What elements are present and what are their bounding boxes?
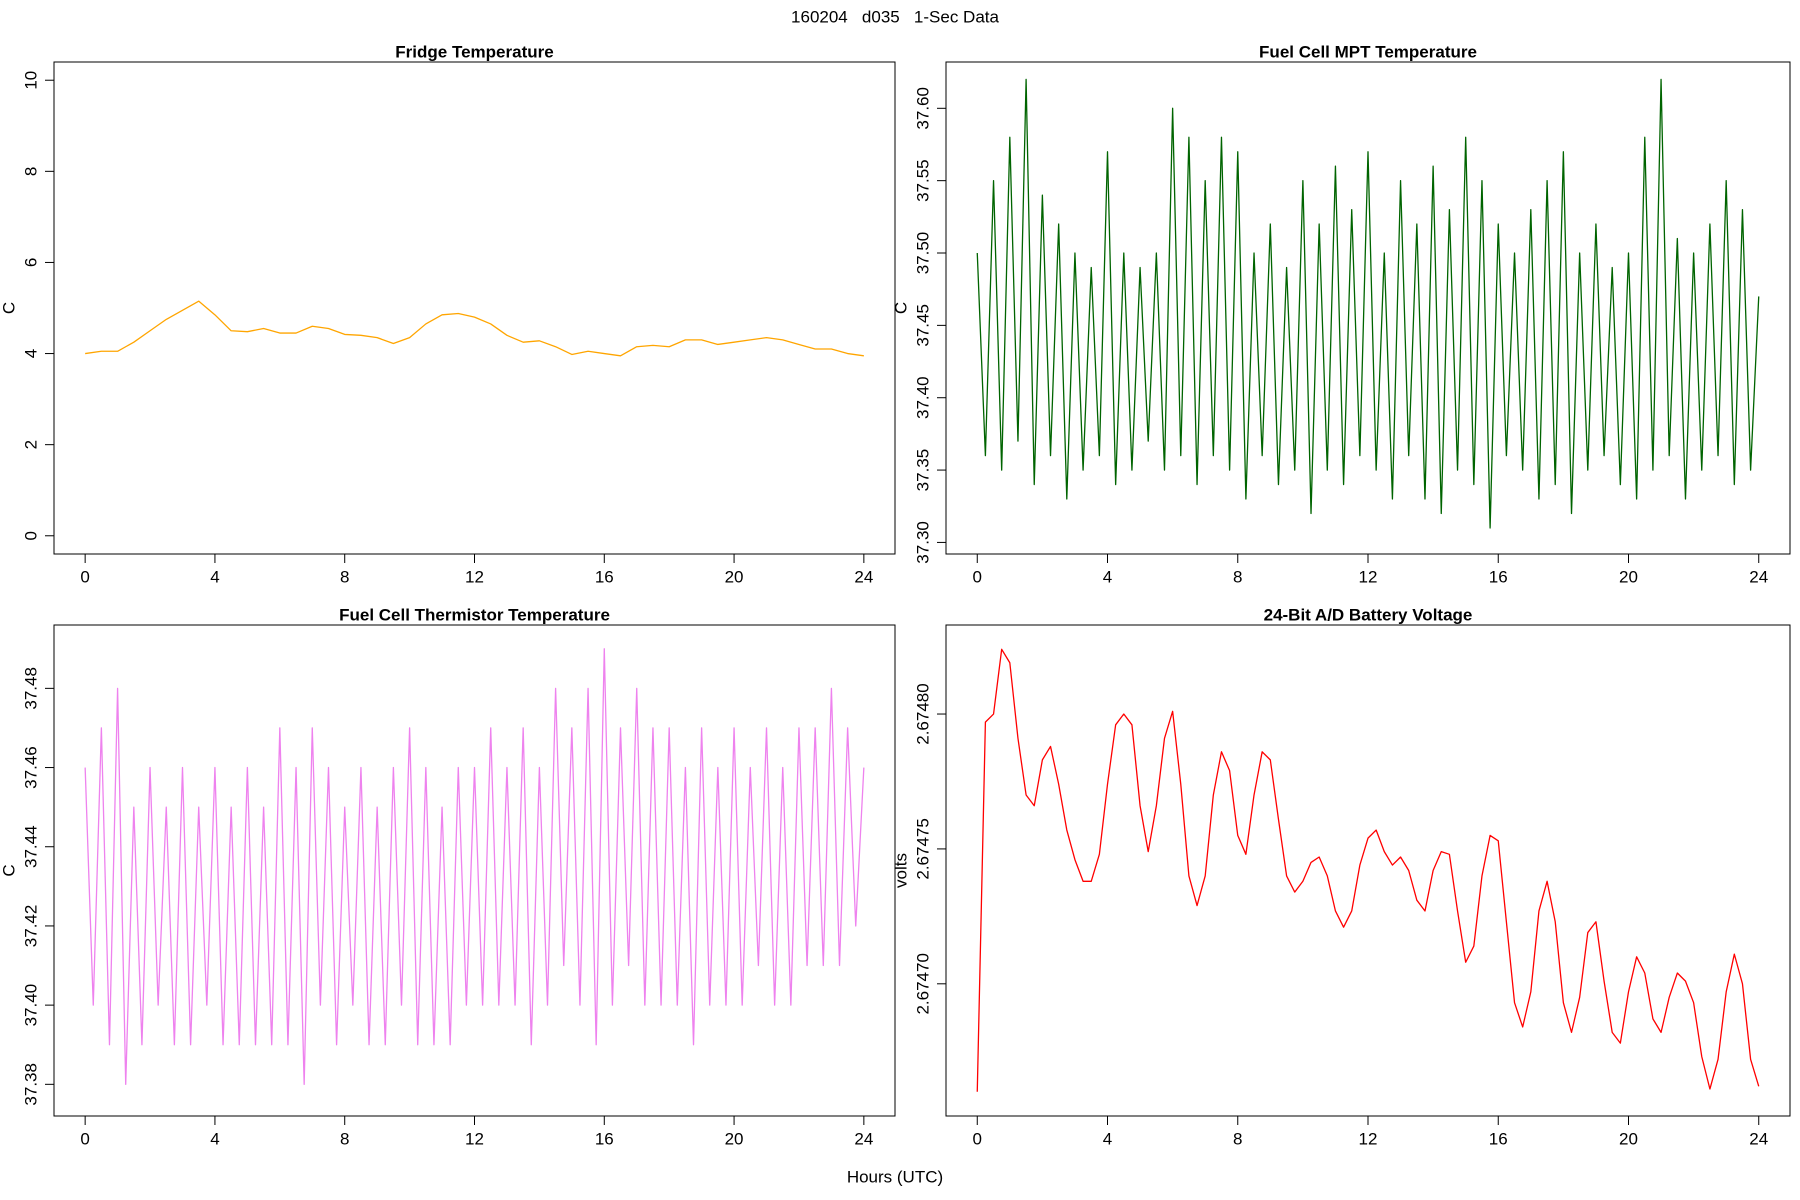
y-axis-label: volts (891, 853, 910, 888)
y-tick-label: 0 (21, 531, 40, 540)
x-tick-label: 8 (340, 567, 349, 586)
x-tick-label: 20 (1619, 567, 1638, 586)
x-tick-label: 4 (210, 1129, 219, 1148)
panel-title: Fuel Cell MPT Temperature (1259, 42, 1477, 61)
x-tick-label: 24 (1749, 567, 1768, 586)
y-tick-label: 37.40 (21, 984, 40, 1027)
panel-title: Fridge Temperature (395, 42, 553, 61)
panel-title: Fuel Cell Thermistor Temperature (339, 605, 610, 624)
y-axis-label: C (0, 864, 18, 876)
y-tick-label: 37.42 (21, 905, 40, 948)
data-line (84, 648, 865, 1085)
x-tick-label: 4 (1103, 567, 1112, 586)
y-tick-label: 37.46 (21, 746, 40, 789)
x-tick-label: 16 (595, 567, 614, 586)
x-tick-label: 20 (1619, 1129, 1638, 1148)
x-tick-label: 4 (1103, 1129, 1112, 1148)
x-tick-label: 0 (80, 567, 89, 586)
y-tick-label: 2.67470 (913, 953, 932, 1014)
panel-title: 24-Bit A/D Battery Voltage (1264, 605, 1473, 624)
plot-frame (53, 61, 896, 555)
x-tick-label: 12 (1359, 567, 1378, 586)
y-tick-label: 37.45 (913, 304, 932, 347)
x-tick-label: 8 (1233, 567, 1242, 586)
y-tick-label: 37.50 (913, 232, 932, 275)
data-line (976, 78, 1760, 529)
x-tick-label: 20 (725, 567, 744, 586)
y-tick-label: 37.48 (21, 667, 40, 710)
y-tick-label: 37.35 (913, 449, 932, 492)
plot-frame (53, 624, 896, 1117)
y-tick-label: 37.55 (913, 159, 932, 202)
y-tick-label: 6 (21, 258, 40, 267)
x-tick-label: 0 (973, 1129, 982, 1148)
x-tick-label: 24 (854, 1129, 873, 1148)
x-tick-label: 16 (1489, 1129, 1508, 1148)
x-tick-label: 24 (854, 567, 873, 586)
x-tick-label: 20 (725, 1129, 744, 1148)
x-tick-label: 4 (210, 567, 219, 586)
y-tick-label: 8 (21, 167, 40, 176)
y-tick-label: 10 (21, 71, 40, 90)
x-tick-label: 24 (1749, 1129, 1768, 1148)
y-tick-label: 37.60 (913, 87, 932, 130)
y-tick-label: 2 (21, 440, 40, 449)
y-tick-label: 37.38 (21, 1063, 40, 1106)
x-tick-label: 8 (340, 1129, 349, 1148)
y-tick-label: 2.67475 (913, 818, 932, 879)
figure-title: 160204 d035 1-Sec Data (791, 7, 999, 26)
y-tick-label: 37.30 (913, 521, 932, 564)
x-tick-label: 0 (80, 1129, 89, 1148)
y-tick-label: 2.67480 (913, 683, 932, 744)
y-axis-label: C (891, 302, 910, 314)
data-line (976, 648, 1760, 1092)
x-tick-label: 12 (1359, 1129, 1378, 1148)
x-tick-label: 16 (1489, 567, 1508, 586)
x-tick-label: 12 (465, 1129, 484, 1148)
y-tick-label: 37.40 (913, 376, 932, 419)
plot-frame (945, 624, 1791, 1117)
x-axis-label: Hours (UTC) (847, 1167, 943, 1186)
data-line (85, 300, 864, 357)
x-tick-label: 0 (973, 567, 982, 586)
y-tick-label: 4 (21, 349, 40, 358)
y-tick-label: 37.44 (21, 825, 40, 868)
x-tick-label: 8 (1233, 1129, 1242, 1148)
x-tick-label: 16 (595, 1129, 614, 1148)
x-tick-label: 12 (465, 567, 484, 586)
y-axis-label: C (0, 302, 18, 314)
